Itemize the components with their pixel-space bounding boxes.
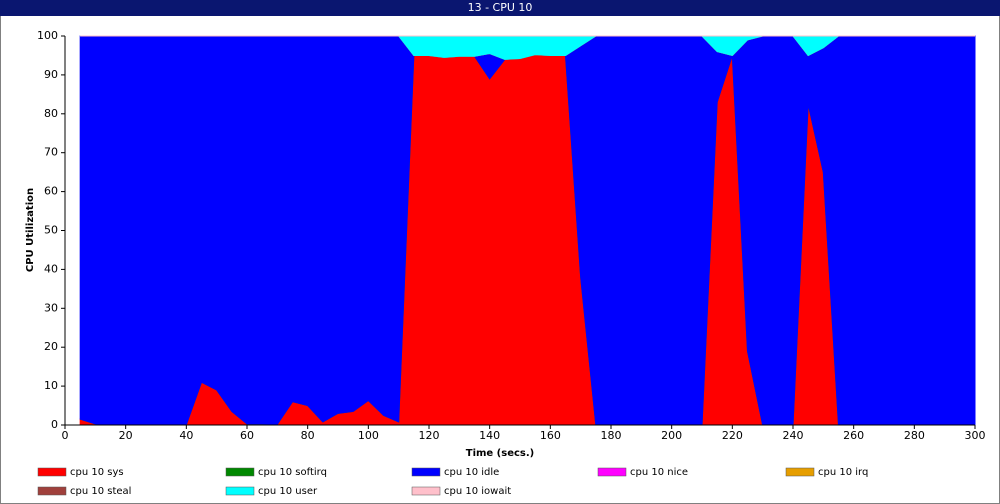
- x-tick-label: 60: [240, 429, 254, 442]
- y-tick-label: 90: [44, 68, 58, 81]
- chart-title: 13 - CPU 10: [468, 1, 533, 14]
- legend-label: cpu 10 sys: [70, 467, 124, 478]
- x-tick-label: 280: [904, 429, 925, 442]
- x-tick-label: 300: [965, 429, 986, 442]
- x-tick-label: 40: [179, 429, 193, 442]
- x-tick-label: 200: [661, 429, 682, 442]
- legend-swatch: [225, 467, 255, 477]
- x-tick-label: 260: [843, 429, 864, 442]
- x-tick-label: 100: [358, 429, 379, 442]
- legend-label: cpu 10 idle: [444, 467, 499, 478]
- x-tick-label: 0: [62, 429, 69, 442]
- y-tick-label: 80: [44, 107, 58, 120]
- legend-swatch: [37, 486, 67, 496]
- legend-swatch: [411, 486, 441, 496]
- legend-swatch: [785, 467, 815, 477]
- legend-label: cpu 10 steal: [70, 486, 131, 497]
- legend-label: cpu 10 user: [258, 486, 318, 497]
- y-tick-label: 30: [44, 301, 58, 314]
- y-tick-label: 0: [51, 418, 58, 431]
- y-tick-label: 10: [44, 379, 58, 392]
- legend-label: cpu 10 irq: [818, 467, 868, 478]
- legend-label: cpu 10 iowait: [444, 486, 511, 497]
- legend-swatch: [597, 467, 627, 477]
- x-tick-label: 80: [301, 429, 315, 442]
- legend-label: cpu 10 nice: [630, 467, 688, 478]
- x-tick-label: 20: [119, 429, 133, 442]
- x-tick-label: 140: [479, 429, 500, 442]
- y-tick-label: 100: [37, 29, 58, 42]
- x-axis-title: Time (secs.): [466, 448, 535, 459]
- x-tick-label: 160: [540, 429, 561, 442]
- legend-swatch: [225, 486, 255, 496]
- y-tick-label: 70: [44, 146, 58, 159]
- x-tick-label: 240: [783, 429, 804, 442]
- legend-label: cpu 10 softirq: [258, 467, 327, 478]
- y-tick-label: 40: [44, 262, 58, 275]
- y-tick-label: 50: [44, 224, 58, 237]
- legend-swatch: [37, 467, 67, 477]
- y-tick-label: 20: [44, 340, 58, 353]
- y-tick-label: 60: [44, 185, 58, 198]
- x-tick-label: 120: [419, 429, 440, 442]
- x-tick-label: 220: [722, 429, 743, 442]
- legend-swatch: [411, 467, 441, 477]
- y-axis-title: CPU Utilization: [25, 188, 36, 272]
- title-bar: [0, 0, 1000, 16]
- x-tick-label: 180: [601, 429, 622, 442]
